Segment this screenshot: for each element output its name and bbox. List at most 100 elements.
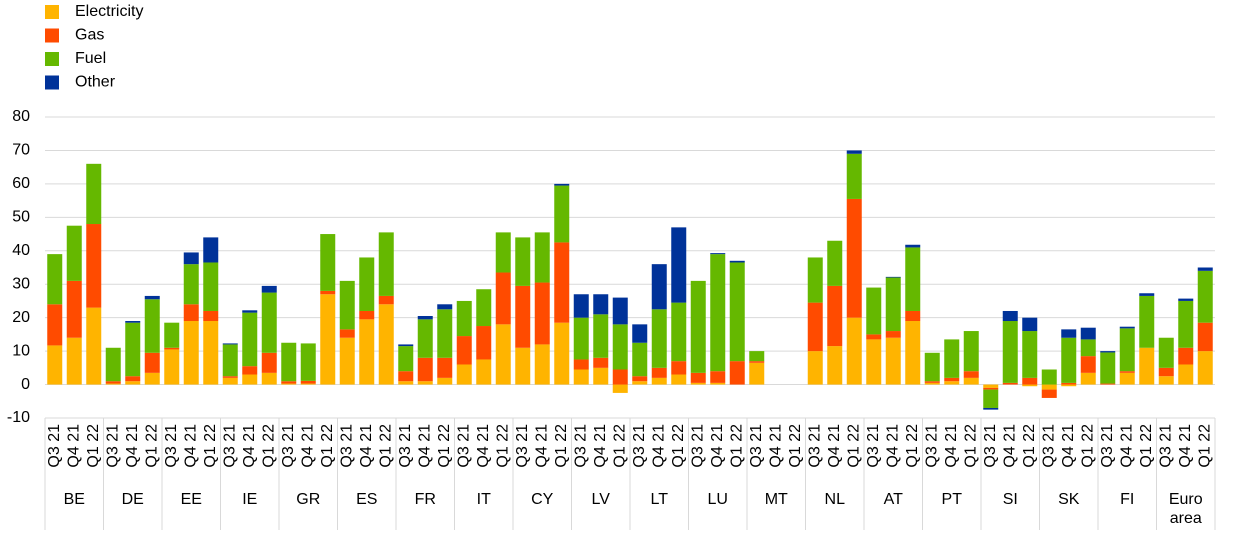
bar-segment xyxy=(398,371,414,382)
bar-segment xyxy=(47,345,63,385)
bar-segment xyxy=(612,297,628,325)
bar-segment xyxy=(437,309,453,358)
bar-segment xyxy=(125,322,141,377)
x-tick-label: Q3 21 xyxy=(865,424,882,468)
group-label: AT xyxy=(883,491,903,508)
y-tick-label: 20 xyxy=(12,309,30,326)
legend-label: Electricity xyxy=(75,3,143,20)
group-label: MT xyxy=(764,491,788,508)
x-tick-label: Q3 21 xyxy=(982,424,999,468)
bar-segment xyxy=(476,289,492,327)
bar-segment xyxy=(963,377,979,385)
bar-segment xyxy=(242,310,258,313)
x-tick-label: Q1 22 xyxy=(1021,424,1038,468)
bar-segment xyxy=(593,367,609,385)
x-tick-label: Q3 21 xyxy=(104,424,121,468)
group-label: DE xyxy=(121,491,144,508)
x-tick-label: Q4 21 xyxy=(884,424,901,468)
bar-segment xyxy=(86,163,102,225)
bar-segment xyxy=(573,317,589,360)
bar-segment xyxy=(1061,337,1077,383)
x-tick-label: Q3 21 xyxy=(1099,424,1116,468)
bar-segment xyxy=(456,300,472,337)
bar-segment xyxy=(905,247,921,311)
bar-segment xyxy=(222,376,238,378)
bar-segment xyxy=(632,324,648,343)
bar-segment xyxy=(983,407,999,410)
bar-segment xyxy=(905,321,921,385)
bar-segment xyxy=(437,357,453,378)
bar-segment xyxy=(651,377,667,385)
bar-segment xyxy=(1002,382,1018,385)
bar-segment xyxy=(554,322,570,385)
x-tick-label: Q3 21 xyxy=(163,424,180,468)
bar-segment xyxy=(1119,328,1135,372)
x-tick-label: Q3 21 xyxy=(514,424,531,468)
bar-segment xyxy=(515,347,531,385)
bar-segment xyxy=(378,304,394,385)
x-tick-label: Q1 22 xyxy=(962,424,979,468)
bar-segment xyxy=(495,272,511,325)
bar-segment xyxy=(339,280,355,330)
y-tick-label: 10 xyxy=(12,342,30,359)
bar-segment xyxy=(846,150,862,154)
bar-segment xyxy=(339,337,355,385)
bar-segment xyxy=(378,295,394,305)
bar-segment xyxy=(1002,321,1018,383)
bar-segment xyxy=(827,240,843,286)
bar-segment xyxy=(183,304,199,322)
bar-segment xyxy=(632,381,648,385)
bar-segment xyxy=(378,232,394,296)
x-tick-label: Q1 22 xyxy=(787,424,804,468)
bar-segment xyxy=(1041,369,1057,385)
bar-segment xyxy=(144,295,160,300)
bar-segment xyxy=(1119,371,1135,373)
bar-segment xyxy=(281,383,297,385)
bar-segment xyxy=(1041,389,1057,398)
x-tick-label: Q3 21 xyxy=(338,424,355,468)
bar-segment xyxy=(1100,351,1116,353)
bar-segment xyxy=(125,376,141,382)
bar-segment xyxy=(66,280,82,338)
bar-segment xyxy=(300,343,316,381)
bar-segment xyxy=(1022,331,1038,378)
bar-segment xyxy=(222,343,238,345)
bar-segment xyxy=(144,299,160,353)
bar-segment xyxy=(671,374,687,385)
x-tick-label: Q4 21 xyxy=(1177,424,1194,468)
x-tick-label: Q3 21 xyxy=(923,424,940,468)
bar-segment xyxy=(866,287,882,335)
bar-segment xyxy=(1022,384,1038,387)
x-tick-label: Q4 21 xyxy=(943,424,960,468)
x-tick-label: Q3 21 xyxy=(455,424,472,468)
y-tick-label: 60 xyxy=(12,175,30,192)
bar-segment xyxy=(1178,298,1194,301)
bar-segment xyxy=(905,310,921,322)
bar-segment xyxy=(944,381,960,385)
y-tick-label: -10 xyxy=(7,409,30,426)
bar-segment xyxy=(963,331,979,372)
bar-segment xyxy=(846,153,862,199)
x-tick-label: Q4 21 xyxy=(182,424,199,468)
bar-segment xyxy=(261,292,277,353)
bar-segment xyxy=(632,342,648,377)
bar-segment xyxy=(398,346,414,372)
bar-segment xyxy=(47,304,63,346)
bar-segment xyxy=(183,252,199,265)
x-tick-label: Q4 21 xyxy=(299,424,316,468)
x-tick-label: Q4 21 xyxy=(1060,424,1077,468)
x-tick-label: Q1 22 xyxy=(436,424,453,468)
bar-segment xyxy=(456,364,472,385)
legend-label: Other xyxy=(75,74,116,91)
bar-segment xyxy=(885,337,901,385)
x-tick-label: Q1 22 xyxy=(1196,424,1213,468)
bar-segment xyxy=(164,322,180,348)
group-label: IE xyxy=(242,491,258,508)
bar-segment xyxy=(1002,310,1018,322)
x-tick-label: Q1 22 xyxy=(202,424,219,468)
y-tick-label: 50 xyxy=(12,209,30,226)
bar-segment xyxy=(690,382,706,385)
bar-segment xyxy=(846,198,862,318)
bar-segment xyxy=(222,344,238,377)
bar-segment xyxy=(359,257,375,311)
